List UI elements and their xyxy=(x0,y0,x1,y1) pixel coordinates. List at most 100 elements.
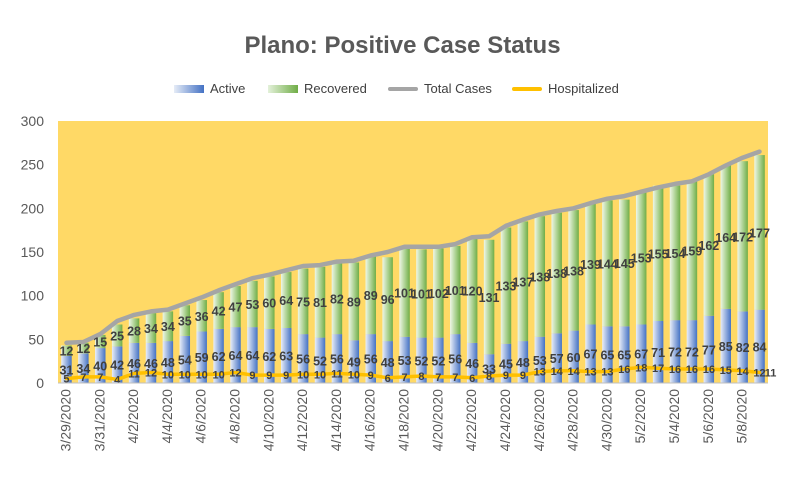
bar-active xyxy=(619,326,630,383)
data-label-recovered: 35 xyxy=(178,315,192,329)
data-label-active: 82 xyxy=(736,341,750,355)
bar-active xyxy=(61,355,72,383)
data-label-recovered: 60 xyxy=(262,297,276,311)
data-label-active: 72 xyxy=(668,346,682,360)
data-label-recovered: 42 xyxy=(212,305,226,319)
bar-recovered xyxy=(213,292,224,329)
data-label-active: 62 xyxy=(262,350,276,364)
bar-recovered xyxy=(652,185,664,321)
bar-active xyxy=(568,330,579,383)
bar-active xyxy=(720,308,731,383)
bar-recovered xyxy=(450,245,461,335)
data-label-hospitalized: 9 xyxy=(368,370,374,382)
data-label-active: 72 xyxy=(685,346,699,360)
data-label-recovered: 138 xyxy=(546,267,567,281)
x-tick-label: 5/4/2020 xyxy=(666,389,682,444)
data-label-recovered: 139 xyxy=(580,258,601,272)
data-label-recovered: 47 xyxy=(229,301,243,315)
data-label-hospitalized: 7 xyxy=(452,372,458,384)
bar-recovered xyxy=(500,227,512,344)
data-label-recovered: 131 xyxy=(479,291,500,305)
bar-recovered xyxy=(230,286,241,328)
data-label-recovered: 34 xyxy=(144,322,158,336)
bar-active xyxy=(382,341,393,383)
bar-active xyxy=(111,346,123,383)
legend-swatch-recovered xyxy=(268,85,298,93)
bar-active xyxy=(162,341,174,383)
data-label-recovered: 153 xyxy=(631,252,652,266)
data-label-active: 63 xyxy=(279,349,293,363)
line-total-cases xyxy=(64,149,762,346)
bar-recovered xyxy=(331,262,343,335)
bar-recovered xyxy=(534,216,546,337)
x-tick-label: 4/12/2020 xyxy=(294,389,310,451)
bar-active xyxy=(331,334,343,383)
bar-recovered xyxy=(686,181,698,321)
bar-recovered xyxy=(416,249,427,338)
data-label-hospitalized: 10 xyxy=(212,369,224,381)
data-label-recovered: 64 xyxy=(279,294,293,308)
bar-recovered xyxy=(399,248,410,337)
data-label-recovered: 120 xyxy=(462,284,483,298)
bar-recovered xyxy=(602,200,613,327)
data-label-hospitalized: 7 xyxy=(435,372,441,384)
data-label-recovered: 101 xyxy=(445,284,466,298)
bar-active xyxy=(399,336,410,383)
bar-active xyxy=(737,311,748,383)
bar-active xyxy=(669,320,681,383)
y-tick-label: 0 xyxy=(36,375,44,391)
bar-active xyxy=(450,334,461,383)
legend-swatch-total-cases xyxy=(388,87,418,91)
bar-recovered xyxy=(348,262,360,341)
data-label-hospitalized: 16 xyxy=(669,364,681,376)
data-label-recovered: 138 xyxy=(563,264,584,278)
data-label-recovered: 154 xyxy=(665,247,686,261)
data-label-active: 56 xyxy=(330,353,344,367)
data-label-hospitalized: 12 xyxy=(753,368,765,380)
bar-active xyxy=(95,348,106,383)
data-label-hospitalized: 7 xyxy=(80,372,86,384)
data-label-hospitalized: 13 xyxy=(534,367,546,379)
data-label-recovered: 159 xyxy=(681,245,702,259)
bar-active xyxy=(196,331,207,383)
data-label-recovered: 28 xyxy=(127,325,141,339)
x-tick-label: 4/6/2020 xyxy=(193,389,209,444)
bar-recovered xyxy=(162,311,174,342)
bar-active xyxy=(754,309,765,383)
data-label-recovered: 89 xyxy=(364,289,378,303)
data-label-recovered: 75 xyxy=(296,295,310,309)
data-label-active: 48 xyxy=(516,356,530,370)
x-tick-label: 5/6/2020 xyxy=(700,389,716,444)
bar-active xyxy=(500,343,512,383)
x-tick-label: 3/29/2020 xyxy=(58,389,74,451)
bar-active xyxy=(652,320,664,383)
data-label-recovered: 82 xyxy=(330,292,344,306)
x-tick-label: 4/16/2020 xyxy=(362,389,378,451)
bar-recovered xyxy=(179,305,191,336)
data-label-active: 65 xyxy=(600,349,614,363)
data-label-hospitalized: 4 xyxy=(114,375,121,387)
data-label-hospitalized: 5 xyxy=(63,374,69,386)
data-label-hospitalized: 13 xyxy=(601,367,613,379)
legend-swatch-hospitalized xyxy=(512,87,542,91)
bar-active xyxy=(230,327,241,383)
bar-recovered xyxy=(720,165,731,309)
y-tick-label: 150 xyxy=(21,244,45,260)
data-label-active: 85 xyxy=(719,340,733,354)
bar-active xyxy=(602,326,613,383)
bar-recovered xyxy=(669,185,681,321)
data-label-hospitalized: 14 xyxy=(567,366,580,378)
data-label-hospitalized: 9 xyxy=(283,370,289,382)
x-tick-label: 4/28/2020 xyxy=(565,389,581,451)
data-label-hospitalized: 12 xyxy=(145,368,157,380)
bar-recovered xyxy=(737,161,748,312)
data-label-recovered: 177 xyxy=(749,226,770,240)
bar-recovered xyxy=(247,280,258,328)
bar-active xyxy=(534,336,546,383)
bar-recovered xyxy=(61,345,72,356)
bar-active xyxy=(635,324,647,383)
data-label-recovered: 15 xyxy=(93,336,107,350)
data-label-active: 49 xyxy=(347,356,361,370)
data-label-hospitalized: 7 xyxy=(97,372,103,384)
